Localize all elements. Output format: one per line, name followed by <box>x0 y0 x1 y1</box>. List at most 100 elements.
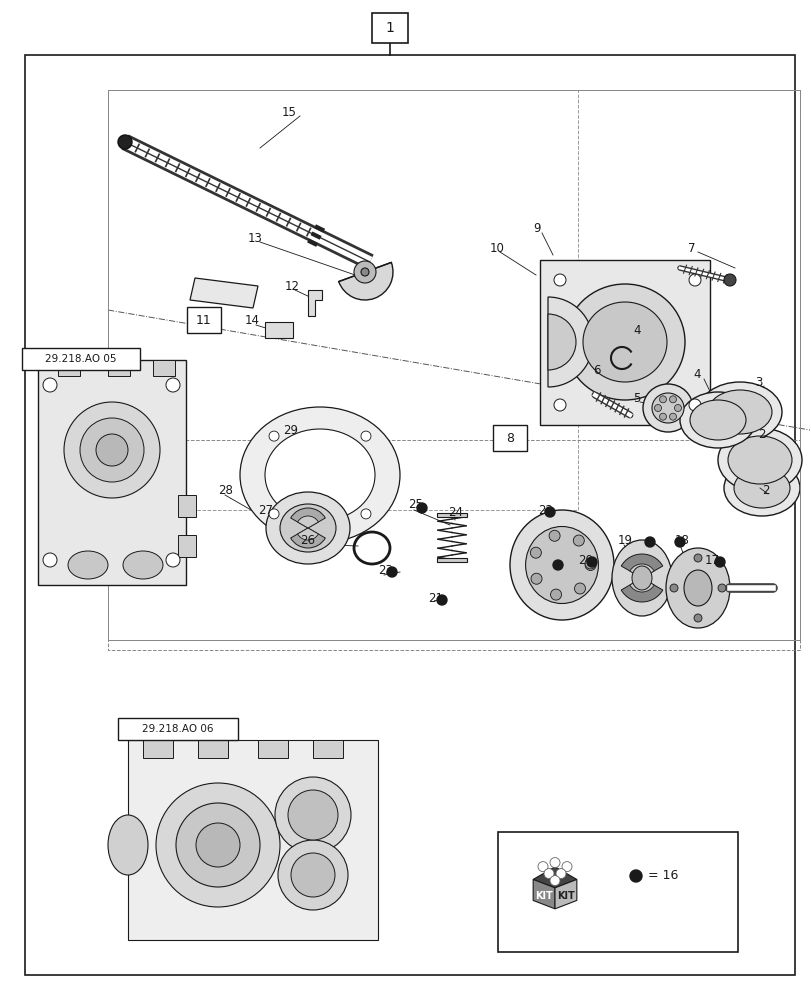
Bar <box>258 740 288 758</box>
Circle shape <box>674 537 684 547</box>
Ellipse shape <box>68 551 108 579</box>
Text: 28: 28 <box>217 484 233 496</box>
Bar <box>108 90 799 640</box>
Circle shape <box>549 858 560 868</box>
Text: 3: 3 <box>754 375 762 388</box>
Ellipse shape <box>707 390 771 434</box>
Polygon shape <box>190 278 258 308</box>
Text: 23: 23 <box>378 564 393 576</box>
Bar <box>178 535 195 557</box>
Text: 29.218.AO 05: 29.218.AO 05 <box>45 354 117 364</box>
Text: 5: 5 <box>633 391 640 404</box>
Text: 17: 17 <box>704 554 719 566</box>
Ellipse shape <box>525 526 598 603</box>
Text: 29.218.AO 06: 29.218.AO 06 <box>142 724 213 734</box>
Text: 4: 4 <box>633 324 640 336</box>
Polygon shape <box>307 290 322 316</box>
Ellipse shape <box>689 400 745 440</box>
Bar <box>118 718 238 740</box>
Ellipse shape <box>665 548 729 628</box>
Bar <box>187 307 221 333</box>
Ellipse shape <box>582 302 666 382</box>
Circle shape <box>693 614 702 622</box>
Ellipse shape <box>290 853 335 897</box>
Text: 7: 7 <box>687 241 695 254</box>
Text: 14: 14 <box>245 314 260 326</box>
Ellipse shape <box>80 418 144 482</box>
Wedge shape <box>547 314 575 370</box>
Ellipse shape <box>266 492 350 564</box>
Text: 18: 18 <box>674 534 689 546</box>
Ellipse shape <box>733 468 789 508</box>
Ellipse shape <box>530 573 542 584</box>
Bar <box>492 425 526 451</box>
Bar <box>143 740 173 758</box>
Circle shape <box>544 507 554 517</box>
Text: 27: 27 <box>258 504 272 516</box>
Text: 24: 24 <box>448 506 462 518</box>
Ellipse shape <box>354 261 375 283</box>
Ellipse shape <box>585 558 595 569</box>
Ellipse shape <box>509 510 613 620</box>
Circle shape <box>268 509 279 519</box>
Circle shape <box>689 399 700 411</box>
Wedge shape <box>290 508 325 528</box>
Circle shape <box>689 274 700 286</box>
Ellipse shape <box>550 589 561 600</box>
Wedge shape <box>298 516 318 528</box>
Bar <box>497 832 737 952</box>
Text: 29: 29 <box>283 424 298 436</box>
Bar <box>108 90 577 510</box>
Circle shape <box>629 870 642 882</box>
Wedge shape <box>620 554 662 578</box>
Circle shape <box>723 274 735 286</box>
Circle shape <box>361 509 371 519</box>
Text: KIT: KIT <box>534 891 552 901</box>
Ellipse shape <box>723 460 799 516</box>
Ellipse shape <box>275 777 350 853</box>
Ellipse shape <box>64 402 160 498</box>
Ellipse shape <box>277 840 348 910</box>
Ellipse shape <box>574 583 585 594</box>
Circle shape <box>669 413 676 420</box>
Wedge shape <box>547 297 592 387</box>
Circle shape <box>549 876 560 886</box>
Circle shape <box>417 503 427 513</box>
Circle shape <box>561 862 571 872</box>
Ellipse shape <box>611 540 672 616</box>
Circle shape <box>165 378 180 392</box>
Text: 2: 2 <box>761 484 769 496</box>
Polygon shape <box>554 879 576 909</box>
Circle shape <box>654 404 661 412</box>
Circle shape <box>361 431 371 441</box>
Ellipse shape <box>240 407 400 543</box>
Bar <box>58 360 80 376</box>
Text: 4: 4 <box>692 368 700 381</box>
Circle shape <box>659 413 666 420</box>
Text: 20: 20 <box>577 554 592 566</box>
Wedge shape <box>290 528 325 548</box>
Ellipse shape <box>530 547 541 558</box>
Ellipse shape <box>108 815 148 875</box>
Ellipse shape <box>361 268 368 276</box>
Wedge shape <box>620 578 662 602</box>
Text: = 16: = 16 <box>647 869 677 882</box>
Circle shape <box>714 557 724 567</box>
Ellipse shape <box>548 530 560 541</box>
Bar <box>128 740 378 940</box>
Ellipse shape <box>264 429 375 521</box>
Text: KIT: KIT <box>556 891 574 901</box>
Circle shape <box>553 399 565 411</box>
Bar <box>264 322 293 338</box>
Circle shape <box>538 862 547 872</box>
Ellipse shape <box>280 504 336 552</box>
Bar <box>371 13 407 43</box>
Circle shape <box>556 869 565 879</box>
Circle shape <box>552 560 562 570</box>
Circle shape <box>165 553 180 567</box>
Bar <box>22 348 139 370</box>
Circle shape <box>387 567 397 577</box>
Text: 1: 1 <box>385 21 394 35</box>
Circle shape <box>669 396 676 403</box>
Text: 11: 11 <box>196 314 212 326</box>
